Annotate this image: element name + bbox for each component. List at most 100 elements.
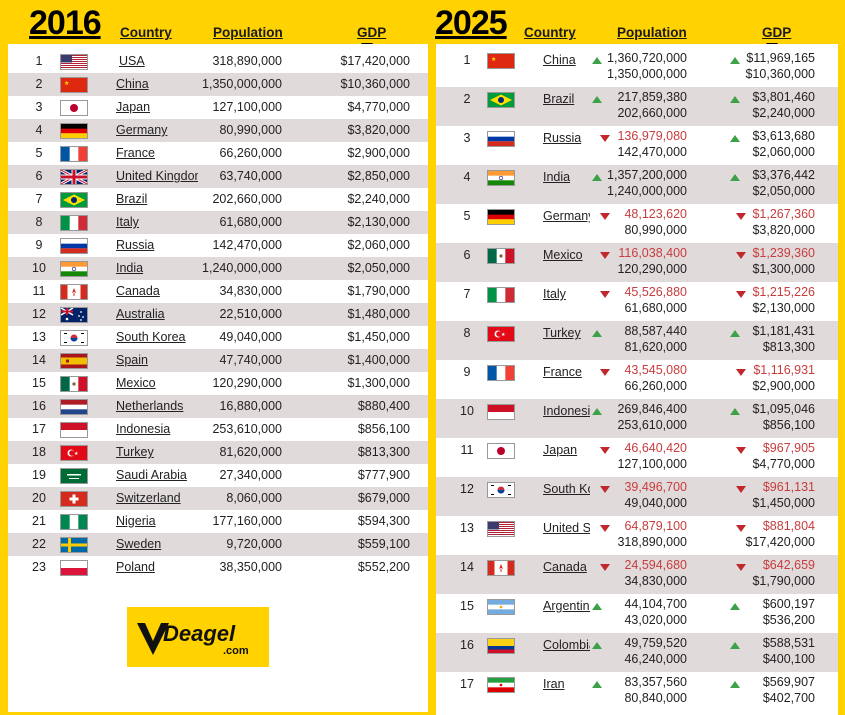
rank-cell: 21 (32, 514, 46, 528)
country-link[interactable]: Italy (116, 215, 139, 229)
population-old-cell: 202,660,000 (617, 106, 687, 120)
country-link[interactable]: Canada (543, 560, 587, 574)
country-link[interactable]: India (543, 170, 571, 184)
country-link[interactable]: Brazil (543, 92, 575, 106)
country-link[interactable]: Sweden (116, 537, 162, 551)
population-cell: 63,740,000 (219, 169, 282, 183)
country-link[interactable]: France (543, 365, 582, 379)
deagel-logo[interactable]: Deagel .com (127, 607, 269, 667)
population-new-cell: 83,357,560 (624, 675, 687, 689)
right-population-header[interactable]: Population (617, 25, 687, 40)
population-new-cell: 64,879,100 (624, 519, 687, 533)
table-row: 13 United States 64,879,100 318,890,000 $881… (436, 516, 838, 555)
country-link[interactable]: Germany (543, 209, 590, 223)
right-country-header[interactable]: Country (524, 25, 576, 40)
rank-cell: 12 (32, 307, 46, 321)
country-link[interactable]: China (116, 77, 149, 91)
table-row: 2 Brazil 217,859,380 202,660,000 $3,801,460 $… (436, 87, 838, 126)
gdp-old-cell: $10,360,000 (745, 67, 815, 81)
country-link[interactable]: Brazil (116, 192, 148, 206)
population-new-cell: 43,545,080 (624, 363, 687, 377)
country-link[interactable]: Iran (543, 677, 565, 691)
table-row: 5 Germany 48,123,620 80,990,000 $1,267,360 $3… (436, 204, 838, 243)
population-new-cell: 39,496,700 (624, 480, 687, 494)
gdp-new-cell: $3,376,442 (752, 168, 815, 182)
table-row: 4 India 1,357,200,000 1,240,000,000 $3,376,4… (436, 165, 838, 204)
country-link[interactable]: United States (543, 521, 590, 535)
country-link[interactable]: France (116, 146, 155, 160)
rank-cell: 4 (35, 123, 43, 137)
population-cell: 120,290,000 (212, 376, 282, 390)
country-link[interactable]: Italy (543, 287, 566, 301)
country-link[interactable]: Australia (116, 307, 165, 321)
gdp-new-cell: $1,181,431 (752, 324, 815, 338)
trend-up-icon (592, 174, 602, 181)
gdp-new-cell: $569,907 (762, 675, 815, 689)
rank-cell: 16 (460, 638, 474, 652)
rank-cell: 18 (32, 445, 46, 459)
country-link[interactable]: Russia (543, 131, 582, 145)
population-cell: 1,240,000,000 (202, 261, 282, 275)
population-new-cell: 1,360,720,000 (607, 51, 687, 65)
country-link[interactable]: Mexico (543, 248, 583, 262)
left-population-header[interactable]: Population (213, 25, 283, 40)
gdp-old-cell: $1,450,000 (752, 496, 815, 510)
gdp-old-cell: $2,130,000 (752, 301, 815, 315)
gdp-old-cell: $536,200 (762, 613, 815, 627)
country-link[interactable]: Canada (116, 284, 160, 298)
gdp-old-cell: $400,100 (762, 652, 815, 666)
country-link[interactable]: USA (119, 54, 145, 68)
country-link[interactable]: South Korea (543, 482, 590, 496)
de-flag-icon (60, 123, 88, 139)
ch-flag-icon (60, 491, 88, 507)
country-link[interactable]: Nigeria (116, 514, 156, 528)
pl-flag-icon (60, 560, 88, 576)
table-row: 5 France 66,260,000 $2,900,000 (8, 142, 428, 165)
co-flag-icon (487, 638, 515, 654)
country-link[interactable]: Germany (116, 123, 168, 137)
gdp-new-cell: $881,804 (762, 519, 815, 533)
country-link[interactable]: Poland (116, 560, 155, 574)
country-link[interactable]: Indonesia (543, 404, 590, 418)
gdp-cell: $777,900 (357, 468, 410, 482)
country-link[interactable]: Spain (116, 353, 148, 367)
left-country-header[interactable]: Country (120, 25, 172, 40)
country-link[interactable]: South Korea (116, 330, 186, 344)
country-link[interactable]: Japan (116, 100, 151, 114)
country-link[interactable]: Japan (543, 443, 578, 457)
deagel-logo-text: Deagel (163, 621, 236, 646)
population-cell: 47,740,000 (219, 353, 282, 367)
rank-cell: 22 (32, 537, 46, 551)
gdp-cell: $3,820,000 (347, 123, 410, 137)
gdp-old-cell: $1,300,000 (752, 262, 815, 276)
gdp-new-cell: $967,905 (762, 441, 815, 455)
fr-flag-icon (487, 365, 515, 381)
country-link[interactable]: Argentina (543, 599, 590, 613)
country-link[interactable]: Netherlands (116, 399, 184, 413)
table-row: 10 India 1,240,000,000 $2,050,000 (8, 257, 428, 280)
trend-down-icon (600, 525, 610, 532)
table-row: 7 Brazil 202,660,000 $2,240,000 (8, 188, 428, 211)
ru-flag-icon (60, 238, 88, 254)
population-cell: 9,720,000 (226, 537, 282, 551)
gdp-new-cell: $11,969,165 (746, 51, 815, 65)
country-link[interactable]: Turkey (116, 445, 154, 459)
country-link[interactable]: Saudi Arabia (116, 468, 187, 482)
population-old-cell: 34,830,000 (624, 574, 687, 588)
country-link[interactable]: India (116, 261, 144, 275)
trend-up-icon (592, 57, 602, 64)
gdp-cell: $594,300 (357, 514, 410, 528)
country-link[interactable]: United Kingdom (116, 169, 198, 183)
trend-down-icon (600, 252, 610, 259)
country-link[interactable]: Mexico (116, 376, 156, 390)
country-link[interactable]: Switzerland (116, 491, 181, 505)
country-link[interactable]: Colombia (543, 638, 590, 652)
country-link[interactable]: Turkey (543, 326, 581, 340)
gdp-new-cell: $600,197 (762, 597, 815, 611)
country-link[interactable]: China (543, 53, 576, 67)
rank-cell: 4 (463, 170, 471, 184)
country-link[interactable]: Indonesia (116, 422, 171, 436)
se-flag-icon (60, 537, 88, 553)
kr-flag-icon (487, 482, 515, 498)
country-link[interactable]: Russia (116, 238, 155, 252)
